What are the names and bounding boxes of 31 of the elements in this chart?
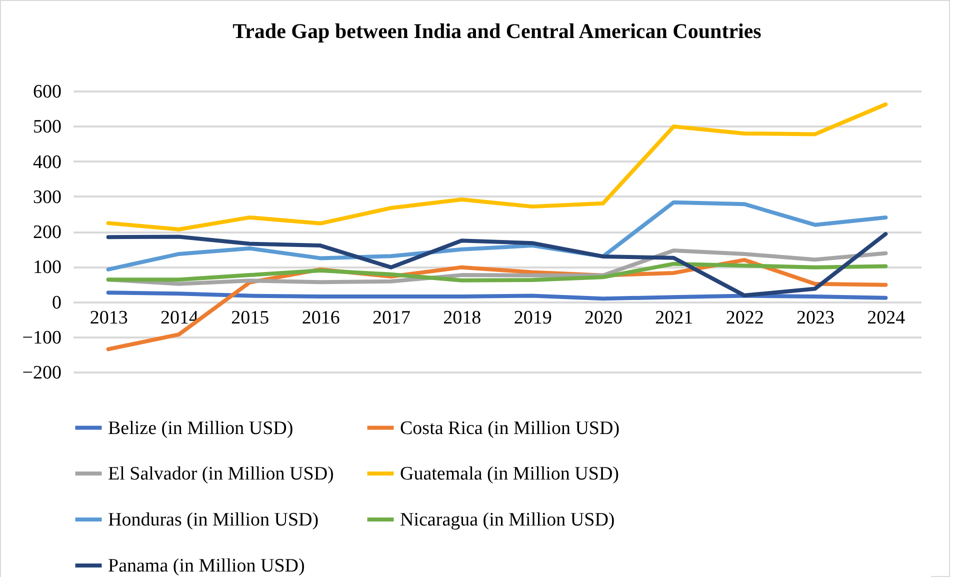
x-tick-label: 2015 xyxy=(231,307,270,328)
x-tick-label: 2016 xyxy=(302,307,340,328)
y-tick-label: 300 xyxy=(33,186,62,208)
x-tick-label: 2022 xyxy=(726,307,764,328)
line-series xyxy=(106,262,888,282)
legend-label: Panama (in Million USD) xyxy=(108,556,305,576)
legend-label: El Salvador (in Million USD) xyxy=(108,464,334,484)
y-tick-label: 500 xyxy=(33,116,62,138)
chart-title: Trade Gap between India and Central American Countries xyxy=(232,19,762,43)
x-tick-label: 2017 xyxy=(372,307,410,328)
line-series xyxy=(106,102,888,232)
y-tick-label: −200 xyxy=(22,362,62,384)
x-tick-label: 2024 xyxy=(867,307,906,328)
legend-label: Guatemala (in Million USD) xyxy=(400,464,619,484)
y-tick-label: 200 xyxy=(33,222,62,243)
legend-label: Belize (in Million USD) xyxy=(108,418,294,439)
x-tick-label: 2020 xyxy=(584,307,622,328)
legend-label: Nicaragua (in Million USD) xyxy=(400,510,615,530)
x-tick-label: 2021 xyxy=(655,307,694,328)
legend-label: Costa Rica (in Million USD) xyxy=(400,418,620,439)
x-tick-label: 2023 xyxy=(796,307,834,328)
line-series xyxy=(106,232,888,298)
y-tick-label: −100 xyxy=(22,327,62,348)
x-tick-label: 2018 xyxy=(443,307,482,328)
y-tick-label: 600 xyxy=(33,82,62,102)
x-tick-label: 2019 xyxy=(514,307,552,328)
y-tick-label: 0 xyxy=(52,292,62,314)
x-tick-label: 2013 xyxy=(90,307,128,328)
legend-label: Honduras (in Million USD) xyxy=(108,510,319,530)
y-tick-label: 100 xyxy=(33,257,62,278)
y-tick-label: 400 xyxy=(33,152,62,173)
